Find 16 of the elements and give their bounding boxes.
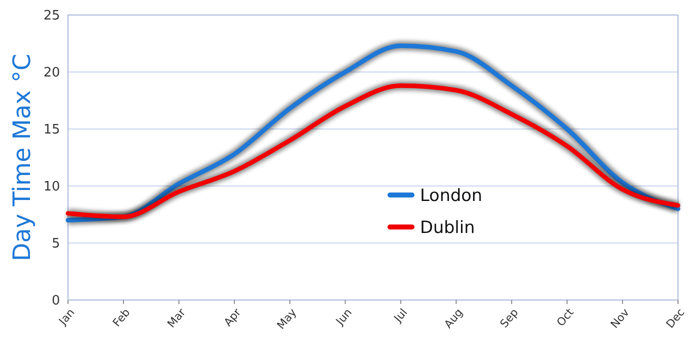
x-tick-label: Jan xyxy=(56,306,78,328)
x-tick-label: Jul xyxy=(390,306,410,326)
y-tick-label: 5 xyxy=(52,236,60,252)
y-tick-label: 10 xyxy=(43,180,60,195)
y-axis-title: Day Time Max °C xyxy=(8,54,36,262)
y-tick-label: 20 xyxy=(43,66,60,81)
x-tick-label: Apr xyxy=(221,306,244,329)
x-tick-label: Oct xyxy=(554,306,577,329)
x-tick-label: Sep xyxy=(498,306,521,330)
legend-label: Dublin xyxy=(420,218,475,238)
y-tick-label: 0 xyxy=(52,294,60,309)
x-tick-label: Jun xyxy=(332,306,355,328)
y-tick-label: 15 xyxy=(43,122,60,138)
x-tick-label: Feb xyxy=(110,306,133,330)
legend-label: London xyxy=(420,186,482,206)
y-tick-label: 25 xyxy=(43,8,60,24)
